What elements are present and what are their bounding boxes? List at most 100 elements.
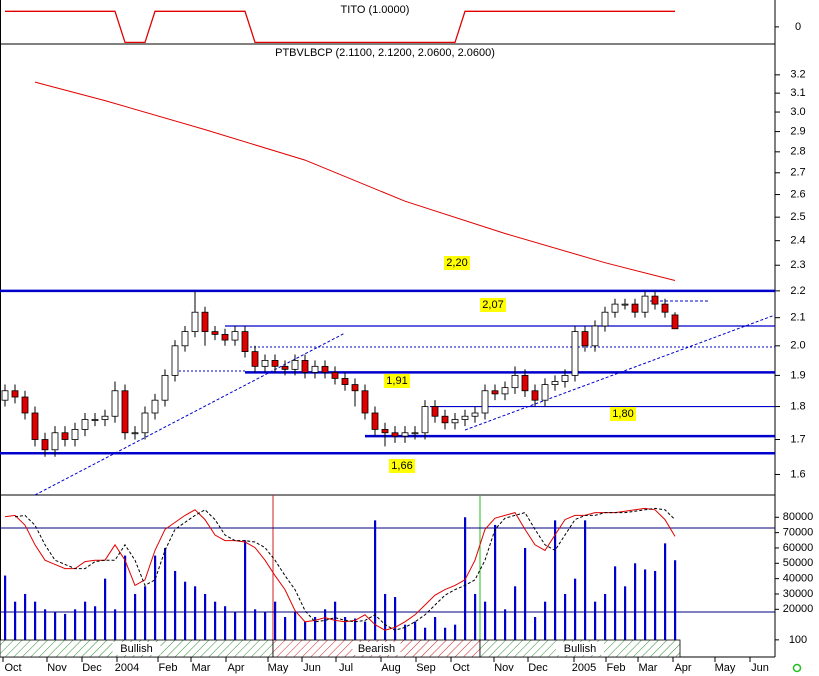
volume-bar <box>574 578 577 640</box>
volume-bar <box>144 586 147 640</box>
x-tick-label: Jul <box>339 662 353 674</box>
candle-body <box>451 419 459 424</box>
candle-body <box>171 345 179 376</box>
candle-body <box>561 374 569 382</box>
candle-body <box>391 432 399 437</box>
volume-bar <box>654 570 657 640</box>
candle-body <box>321 365 329 373</box>
level-label: 1,80 <box>612 408 633 420</box>
volume-bar <box>524 547 527 640</box>
level-label-box <box>610 407 636 421</box>
volume-bar <box>314 616 317 640</box>
volume-bar <box>24 593 27 640</box>
candle-body <box>21 396 29 414</box>
volume-bar <box>114 609 117 640</box>
candle-body <box>111 390 119 417</box>
volume-bar <box>404 624 407 640</box>
price-title: PTBVLBCP (2.1100, 2.1200, 2.0600, 2.0600… <box>275 47 495 59</box>
candle-body <box>291 360 299 370</box>
volume-bar <box>454 624 457 640</box>
candle-body <box>481 390 489 414</box>
oscillator-line <box>14 507 676 631</box>
candle-body <box>471 412 479 417</box>
candle-body <box>121 390 129 434</box>
volume-bar <box>134 593 137 640</box>
candle-body <box>671 314 679 330</box>
y-tick-label: 2.2 <box>790 285 805 297</box>
volume-bar <box>34 601 37 640</box>
candle-body <box>131 432 139 435</box>
candle-body <box>591 325 599 347</box>
candle-body <box>221 333 229 341</box>
candle-body <box>331 371 339 379</box>
candle-body <box>361 390 369 414</box>
volume-bar <box>554 520 557 640</box>
volume-bar <box>484 601 487 640</box>
y-tick-label: 1.9 <box>790 369 805 381</box>
volume-bar <box>94 606 97 640</box>
volume-bar <box>674 560 677 640</box>
volume-bar <box>84 601 87 640</box>
volume-bar <box>174 570 177 640</box>
candle-body <box>581 331 589 347</box>
candle-body <box>421 406 429 434</box>
candle-body <box>621 303 629 306</box>
volume-bar <box>394 597 397 640</box>
x-tick-label: Nov <box>494 662 514 674</box>
x-tick-label: Sep <box>416 662 436 674</box>
volume-bar <box>284 616 287 640</box>
candle-body <box>101 415 109 420</box>
volume-bar <box>364 621 367 640</box>
y-tick-label: 70000 <box>783 527 814 539</box>
volume-bar <box>564 593 567 640</box>
candle-body <box>511 374 519 389</box>
candle-body <box>401 432 409 437</box>
candle-body <box>31 412 39 440</box>
candle-body <box>611 303 619 313</box>
candle-body <box>531 390 539 401</box>
volume-bar <box>304 621 307 640</box>
y-tick-label: 0 <box>795 21 801 33</box>
candle-body <box>241 331 249 353</box>
y-tick-label: 1.8 <box>790 400 805 412</box>
candle-body <box>601 311 609 327</box>
volume-bar <box>164 547 167 640</box>
level-label-box <box>444 256 470 270</box>
tito-line <box>5 10 675 44</box>
volume-bar <box>384 593 387 640</box>
volume-bar <box>594 601 597 640</box>
y-tick-label: 1.6 <box>790 468 805 480</box>
candle-body <box>151 399 159 414</box>
y-tick-label: 2.7 <box>790 167 805 179</box>
volume-bar <box>474 593 477 640</box>
candle-body <box>491 390 499 395</box>
trend-line <box>34 332 346 496</box>
candle-body <box>301 360 309 373</box>
candle-body <box>201 311 209 332</box>
volume-bar <box>604 593 607 640</box>
volume-bar <box>74 609 77 640</box>
volume-bar <box>544 601 547 640</box>
volume-bar <box>264 612 267 640</box>
volume-bar <box>244 540 247 640</box>
volume-bar <box>14 601 17 640</box>
volume-bar <box>294 612 297 640</box>
volume-bar <box>434 616 437 640</box>
y-tick-label: 30000 <box>783 588 814 600</box>
volume-bar <box>504 609 507 640</box>
candle-body <box>521 374 529 392</box>
y-tick-label: 1.7 <box>790 433 805 445</box>
y-tick-label: 3.1 <box>790 87 805 99</box>
candle-body <box>51 432 59 451</box>
x-tick-label: 2005 <box>572 662 596 674</box>
volume-bar <box>184 581 187 640</box>
level-label: 1,91 <box>386 375 407 387</box>
candle-body <box>351 384 359 392</box>
candle-body <box>571 331 579 376</box>
volume-bar <box>224 606 227 640</box>
volume-bar <box>534 616 537 640</box>
candle-body <box>11 390 19 398</box>
tito-title: TITO (1.0000) <box>341 4 410 16</box>
candle-body <box>181 331 189 347</box>
